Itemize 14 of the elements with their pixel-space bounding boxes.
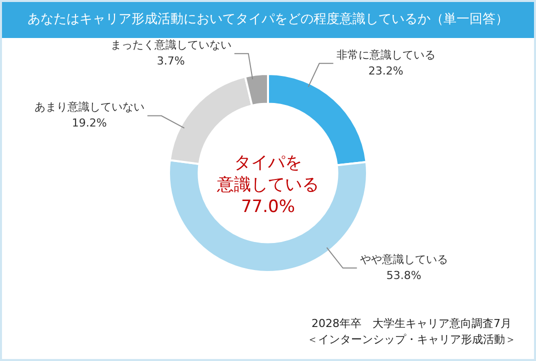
chart-title: あなたはキャリア形成活動においてタイパをどの程度意識しているか（単一回答） [2, 2, 534, 38]
text: 77.0% [240, 196, 296, 218]
text: ＜インターンシップ・キャリア形成活動＞ [307, 332, 516, 348]
text: 意識している [216, 174, 320, 196]
text: タイパを [233, 152, 303, 174]
slice-label: まったく意識していない [110, 38, 232, 52]
data-label: 23.2% [368, 64, 404, 78]
data-label: 19.2% [72, 116, 107, 130]
data-label: 53.8% [386, 268, 422, 282]
slice-label: あまり意識していない [34, 100, 144, 114]
data-label: 3.7% [156, 54, 185, 68]
text: 2028年卒 大学生キャリア意向調査7月 [310, 316, 512, 332]
slice-label: やや意識している [360, 252, 448, 266]
slice-label: 非常に意識している [336, 48, 436, 62]
